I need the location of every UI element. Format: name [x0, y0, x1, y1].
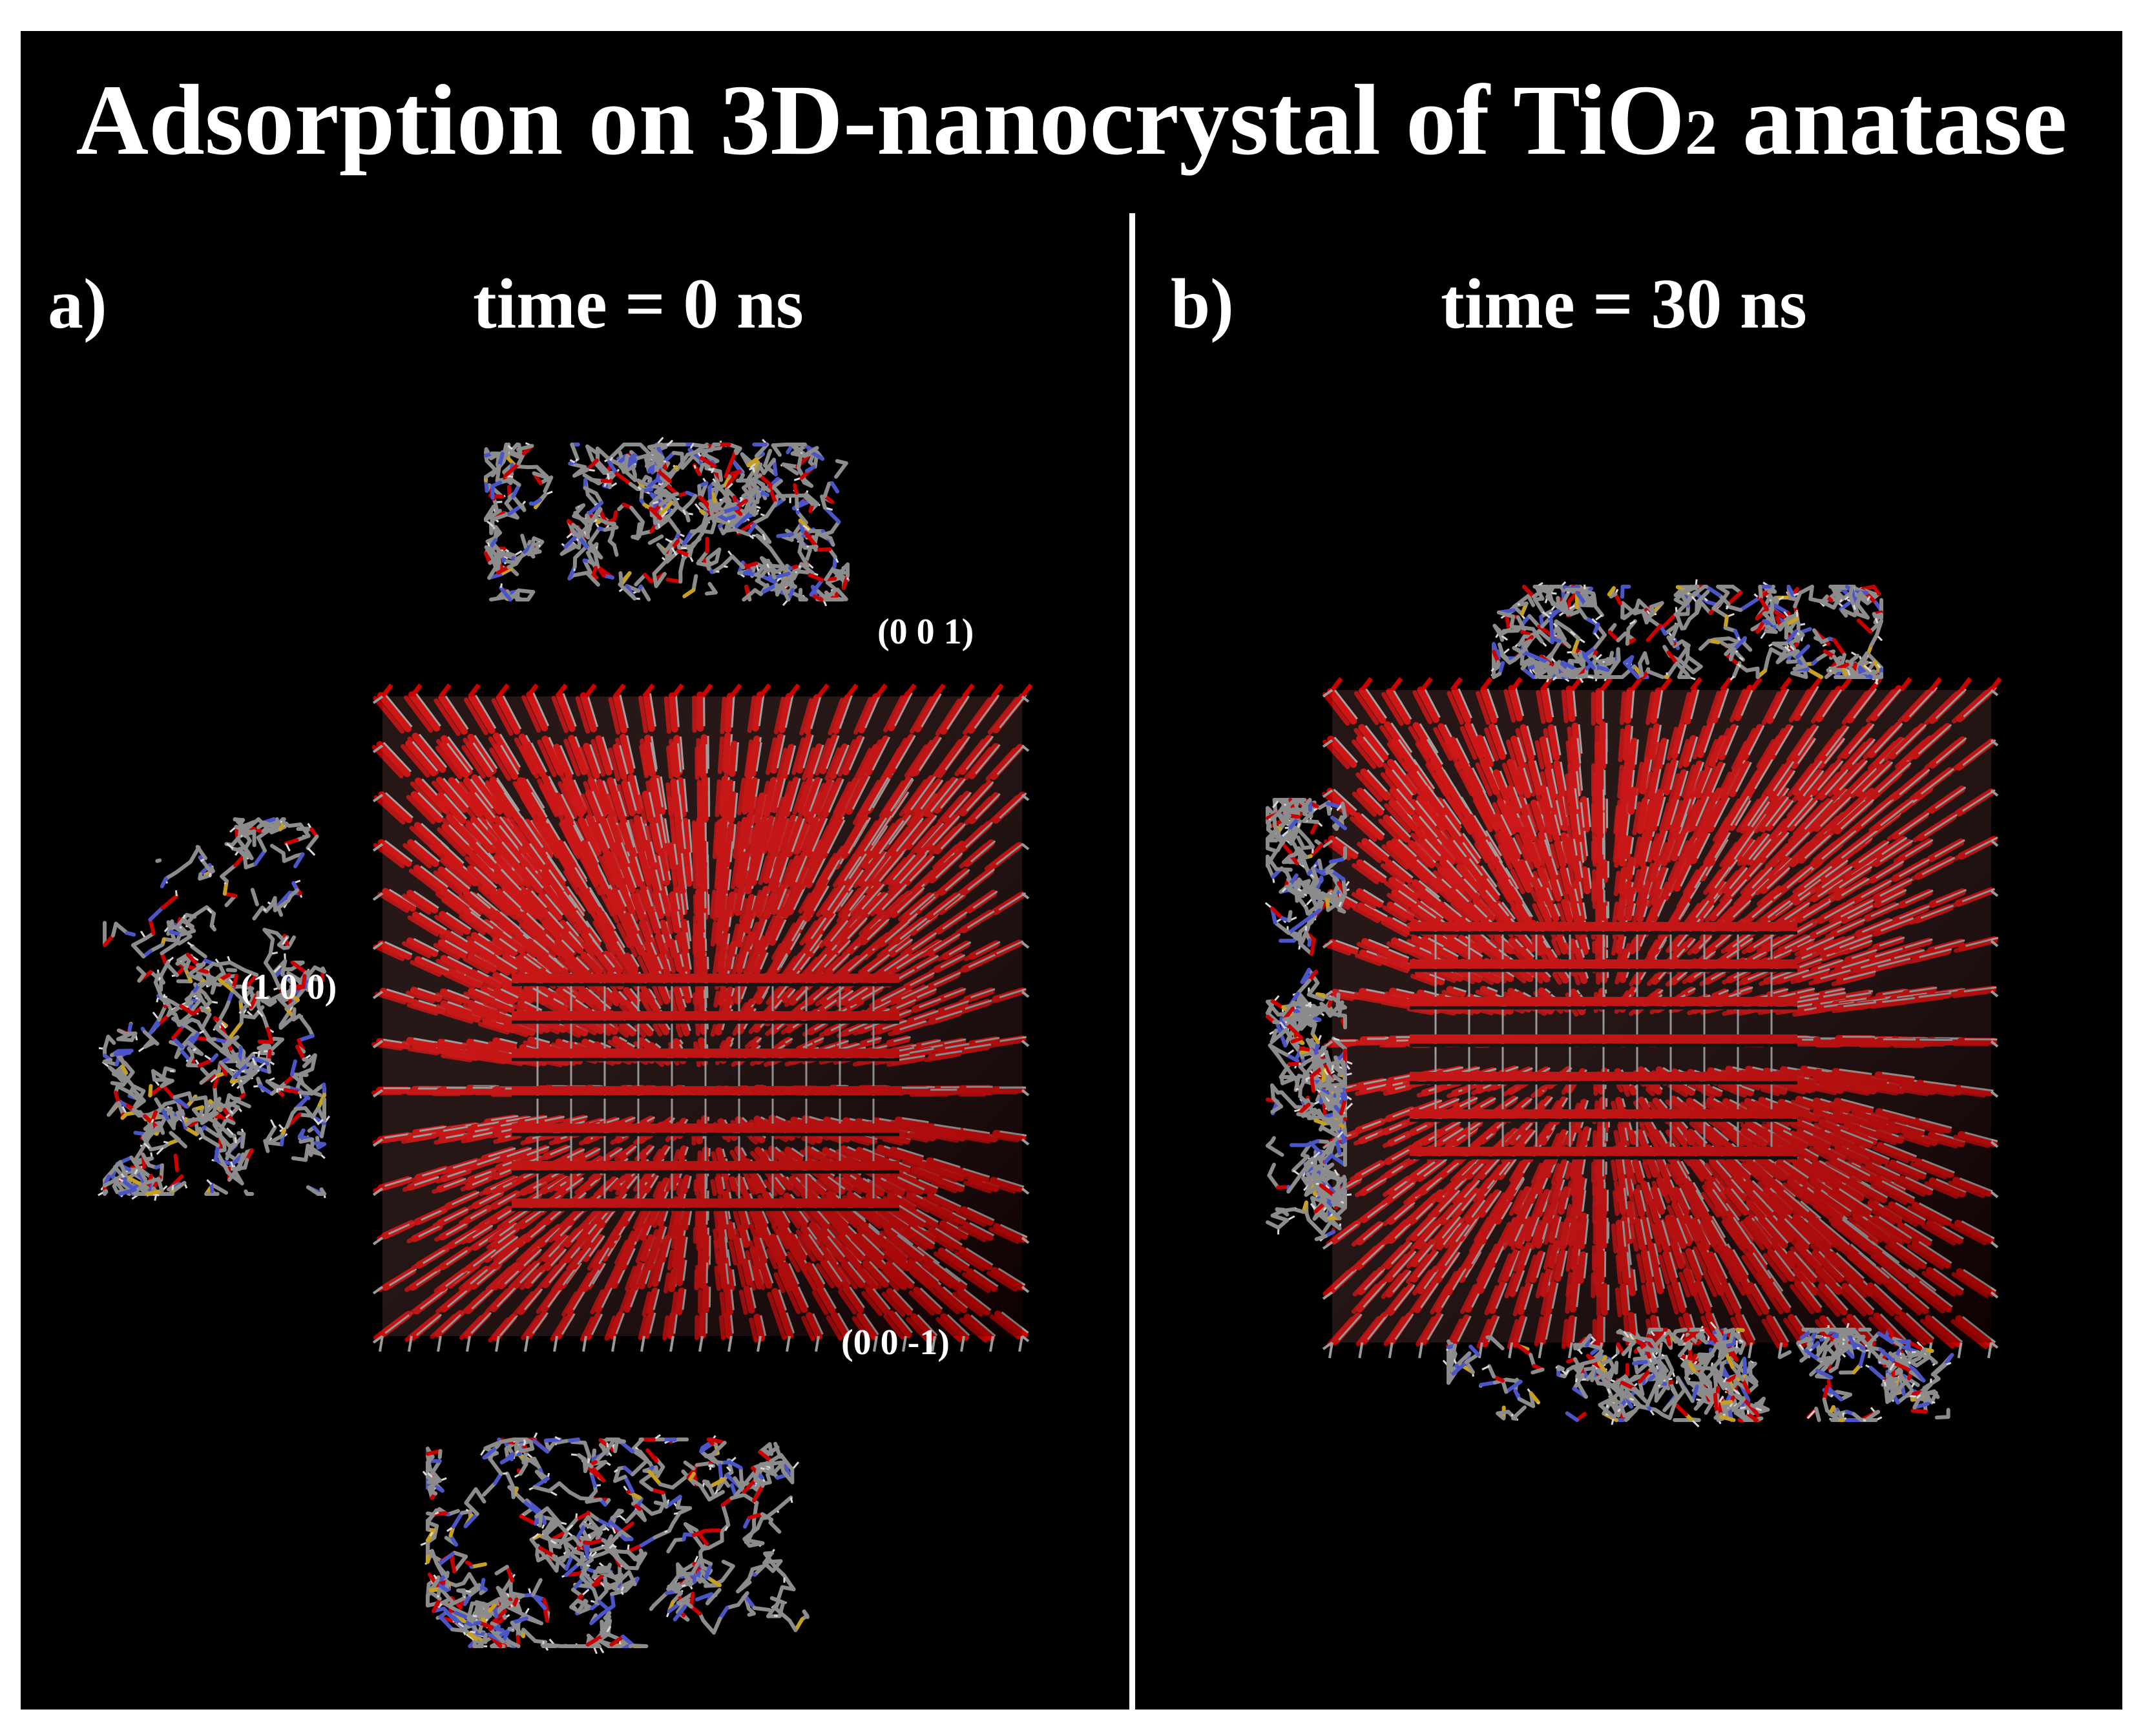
molecular-scene: [98, 437, 2002, 1655]
panel-a-time: time = 0 ns: [473, 264, 804, 343]
facet-label-001: (0 0 1): [877, 612, 974, 652]
peptide-b-top: [1490, 579, 1883, 685]
panel-b-time: time = 30 ns: [1441, 264, 1807, 343]
facet-label-100: (1 0 0): [240, 967, 337, 1007]
peptide-b-left: [1264, 798, 1354, 1242]
peptide-a-left: [98, 817, 331, 1201]
peptide-a-bottom: [420, 1432, 810, 1655]
figure-title: Adsorption on 3D-nanocrystal of TiO2 ana…: [76, 64, 2067, 176]
facet-label-00-1: (0 0 -1): [841, 1323, 950, 1363]
panel-b-label: b): [1171, 264, 1234, 343]
tio2-nanocrystal-b: [1321, 676, 2002, 1359]
figure-frame: Adsorption on 3D-nanocrystal of TiO2 ana…: [21, 31, 2122, 1710]
tio2-nanocrystal-a: [371, 683, 1033, 1352]
panel-a-label: a): [48, 264, 107, 343]
peptide-a-top: [484, 437, 850, 607]
peptide-b-bottom: [1442, 1321, 1954, 1428]
panel-divider: [1129, 213, 1135, 1710]
